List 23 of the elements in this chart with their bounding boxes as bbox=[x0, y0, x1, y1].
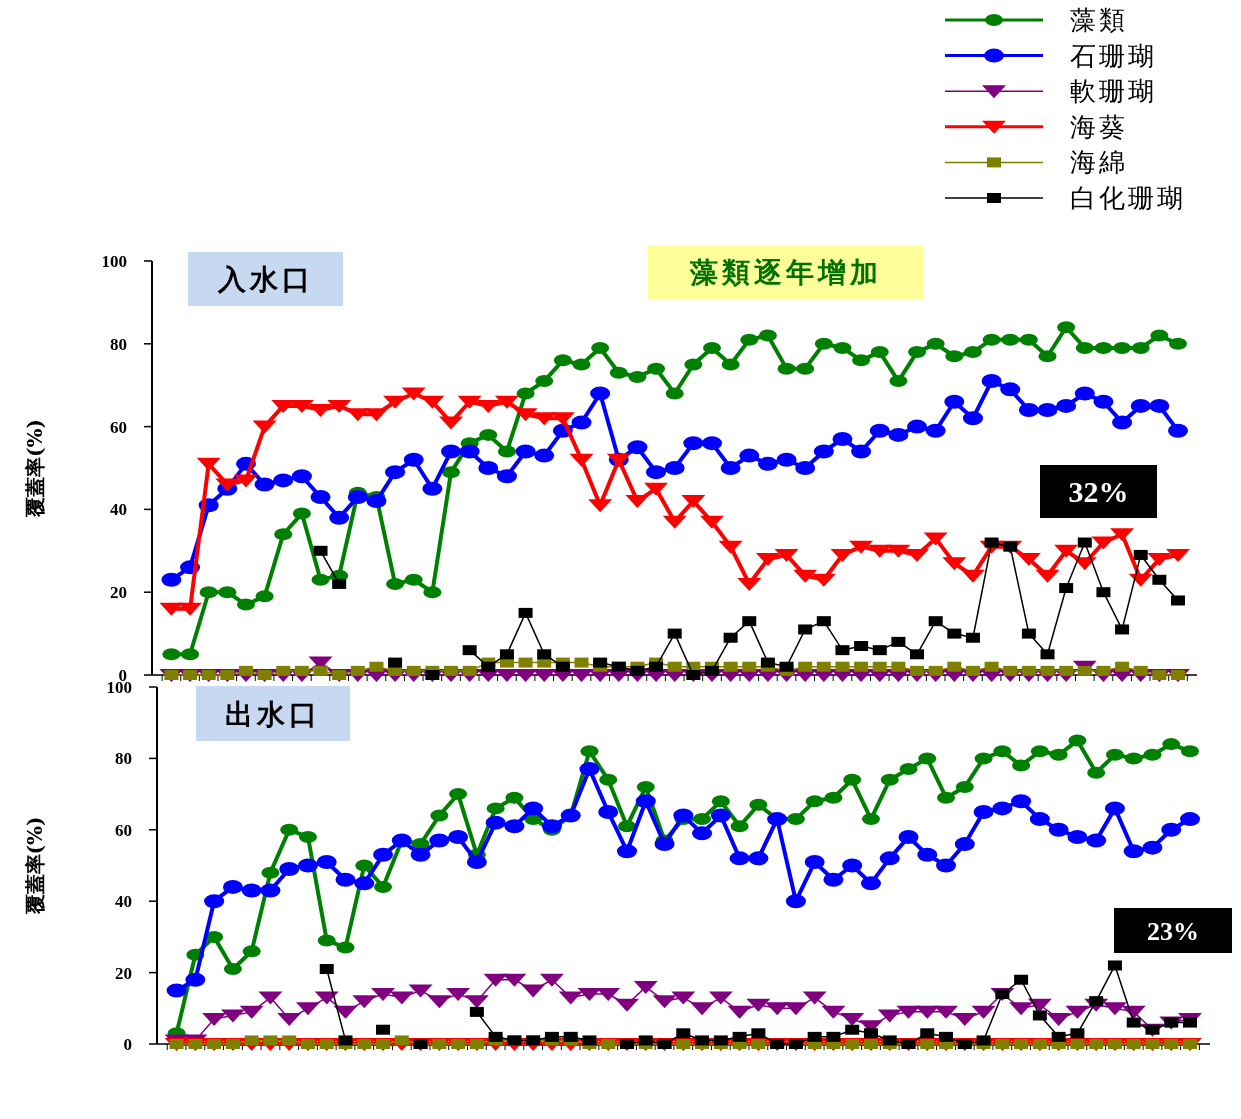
y-tick-label: 80 bbox=[115, 749, 132, 769]
legend-label: 軟珊瑚 bbox=[1070, 76, 1157, 107]
y-tick-label: 60 bbox=[115, 820, 132, 840]
y-tick-label: 60 bbox=[110, 417, 127, 437]
legend-label: 石珊瑚 bbox=[1070, 40, 1157, 71]
annotation: 23% bbox=[1147, 916, 1199, 946]
annotation: 入水口 bbox=[216, 263, 314, 297]
y-tick-label: 40 bbox=[110, 500, 127, 520]
annotation: 藻類逐年增加 bbox=[688, 256, 882, 290]
y-tick-label: 80 bbox=[110, 334, 127, 354]
y-tick-label: 20 bbox=[115, 963, 132, 983]
annotation: 出水口 bbox=[225, 697, 321, 731]
legend-label: 白化珊瑚 bbox=[1070, 183, 1186, 213]
legend-label: 海綿 bbox=[1070, 147, 1128, 178]
y-tick-label: 20 bbox=[110, 583, 127, 603]
annotation: 32% bbox=[1068, 475, 1129, 509]
legend-label: 藻類 bbox=[1070, 5, 1128, 35]
legend-label: 海葵 bbox=[1070, 111, 1128, 142]
y-tick-label: 100 bbox=[101, 252, 127, 271]
y-axis-title: 覆蓋率(%) bbox=[23, 816, 47, 916]
y-tick-label: 0 bbox=[123, 1035, 132, 1054]
y-tick-label: 40 bbox=[115, 892, 132, 912]
y-axis-title: 覆蓋率(%) bbox=[23, 419, 47, 518]
